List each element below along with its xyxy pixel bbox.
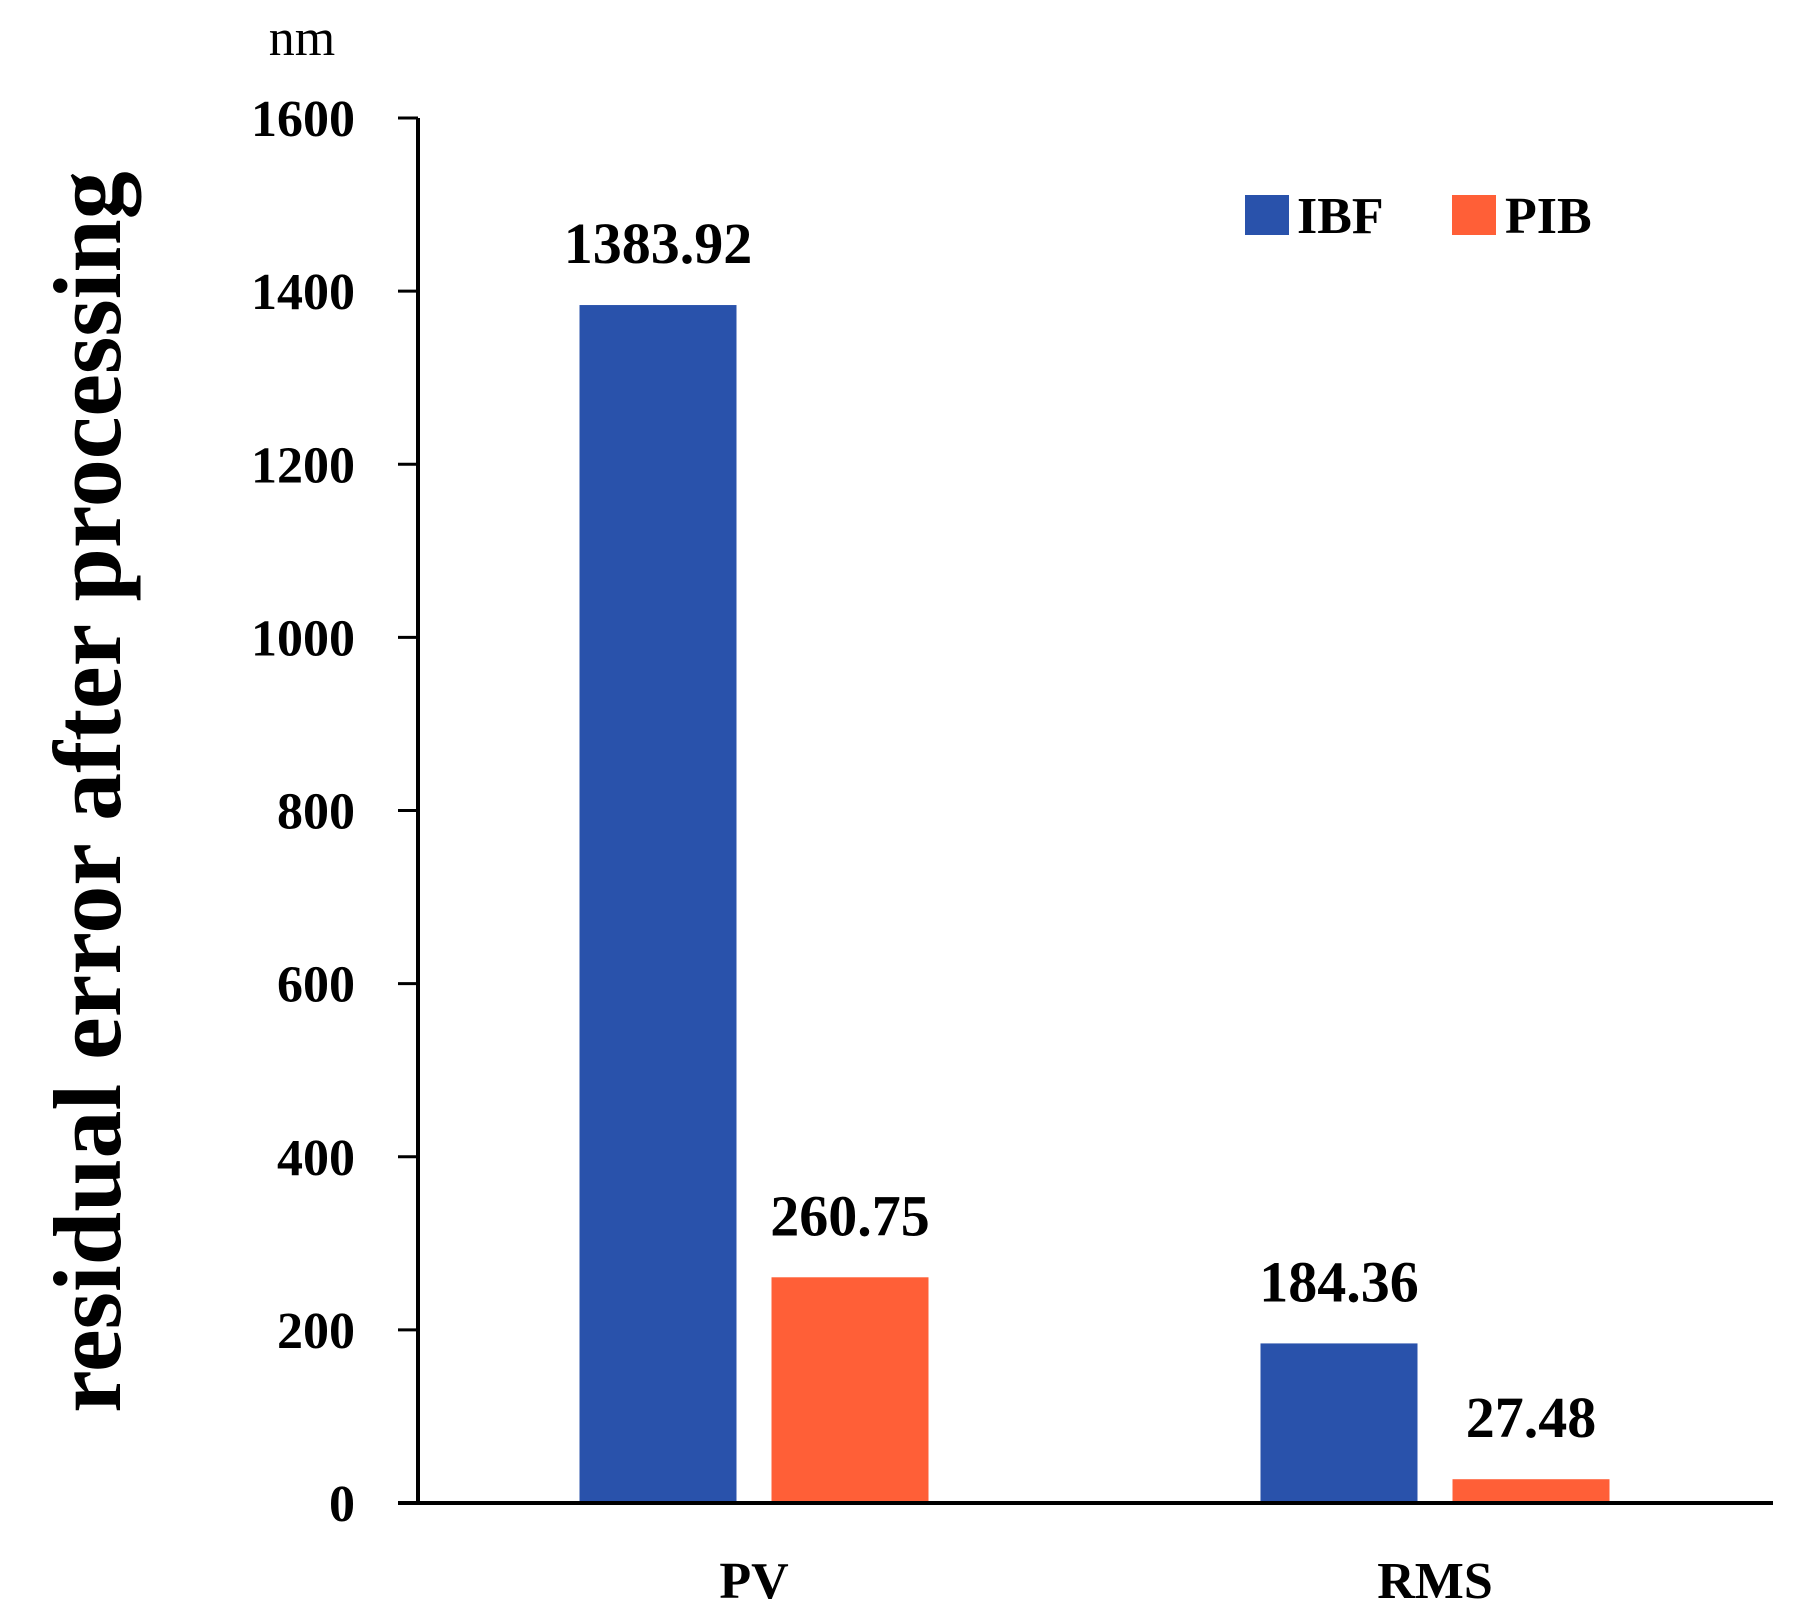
y-tick-label: 1200: [251, 437, 355, 494]
bars: [579, 305, 1610, 1504]
x-tick-label-rms: RMS: [1377, 1553, 1493, 1610]
bar-value-labels: 1383.92 184.36 260.75 27.48: [564, 211, 1597, 1450]
legend-label: PIB: [1505, 188, 1592, 245]
legend-label: IBF: [1297, 188, 1384, 245]
y-tick-label: 1000: [251, 610, 355, 667]
bar-pib-rms: [1452, 1479, 1610, 1503]
y-tick-label: 1400: [251, 264, 355, 321]
legend-swatch: [1245, 195, 1289, 235]
bar-value-label: 184.36: [1259, 1249, 1419, 1314]
y-axis-title: residual error after processing: [34, 171, 141, 1413]
bar-ibf-rms: [1260, 1343, 1418, 1503]
bar-pib-pv: [771, 1277, 929, 1503]
bar-ibf-pv: [579, 305, 737, 1504]
y-tick-label: 1600: [251, 91, 355, 148]
x-axis-tick-labels: PV RMS: [719, 1553, 1492, 1610]
bar-value-label: 1383.92: [564, 211, 753, 276]
legend-item-pib: PIB: [1452, 188, 1592, 245]
y-tick-label: 200: [277, 1303, 355, 1360]
bar-value-label: 27.48: [1466, 1385, 1597, 1450]
y-tick-label: 600: [277, 957, 355, 1014]
y-axis-ticks: 0 200 400 600 800 1000 1200 1400 1600: [251, 91, 418, 1533]
y-axis-unit-label: nm: [269, 10, 335, 67]
legend-item-ibf: IBF: [1245, 188, 1384, 245]
y-tick-label: 800: [277, 784, 355, 841]
bar-value-label: 260.75: [770, 1183, 930, 1248]
legend: IBF PIB: [1245, 188, 1592, 245]
x-tick-label-pv: PV: [719, 1553, 788, 1610]
legend-swatch: [1452, 195, 1496, 235]
y-tick-label: 0: [329, 1476, 355, 1533]
y-tick-label: 400: [277, 1130, 355, 1187]
